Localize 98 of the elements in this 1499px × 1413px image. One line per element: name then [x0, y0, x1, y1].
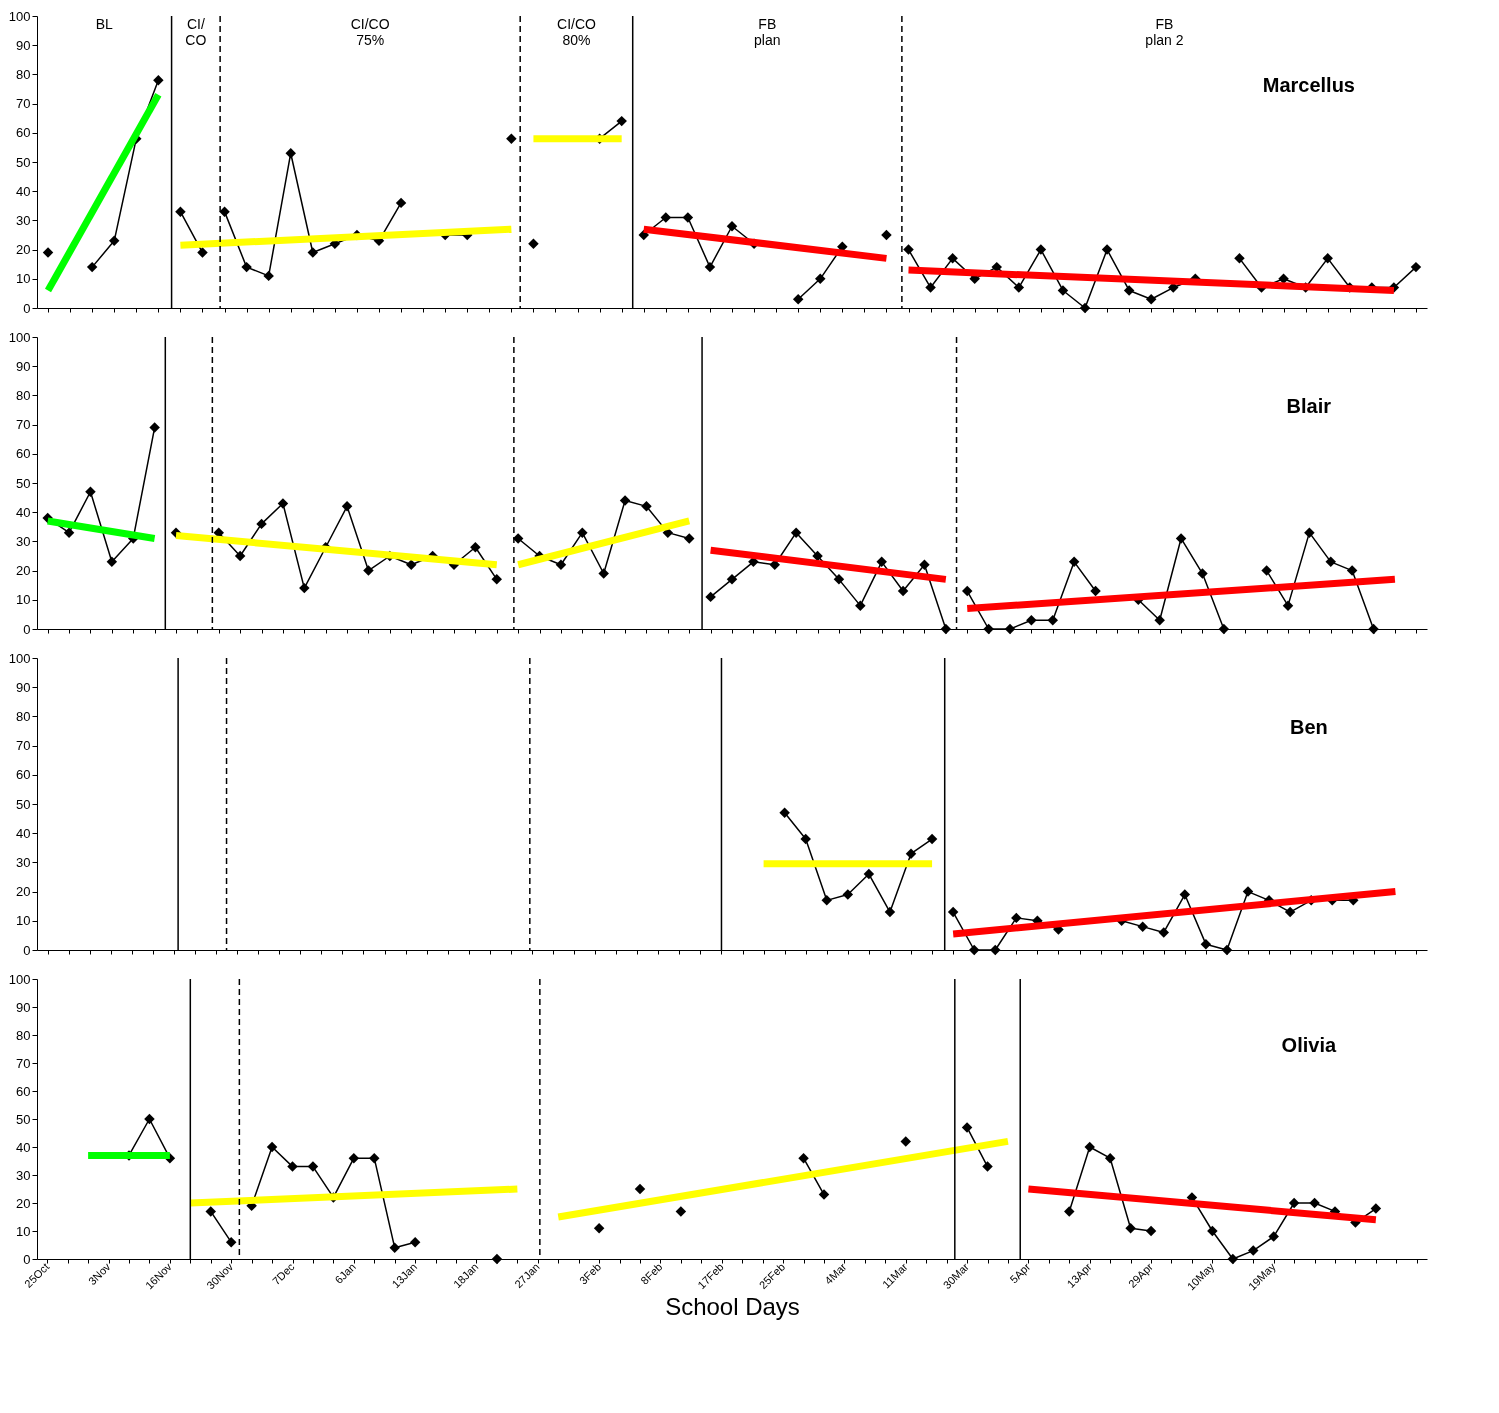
annotation: CI/ CO — [185, 16, 207, 48]
y-tick-label: 90 — [16, 679, 31, 695]
point — [1200, 938, 1212, 950]
point — [63, 527, 75, 538]
point — [1179, 889, 1191, 900]
y-tick-label: 30 — [16, 1167, 31, 1183]
y-tick-label: 90 — [16, 37, 31, 53]
y-tick-label: 60 — [16, 1083, 31, 1099]
text: Ben — [1289, 716, 1328, 739]
annotation: FB plan 2 — [1145, 16, 1184, 48]
y-tick-label: 20 — [16, 242, 31, 258]
point — [1288, 1197, 1300, 1209]
point — [884, 906, 896, 918]
y-tick-label: 20 — [16, 563, 31, 579]
point — [506, 133, 517, 144]
point — [528, 238, 539, 249]
point — [1284, 906, 1296, 918]
point — [144, 1113, 155, 1125]
y-tick-label: 100 — [8, 971, 31, 987]
y-tick-label: 70 — [16, 1055, 31, 1071]
point — [800, 833, 811, 845]
y-tick-label: 80 — [16, 387, 31, 403]
point — [863, 868, 875, 880]
y-tick-label: 50 — [16, 1111, 31, 1127]
point — [1261, 565, 1272, 576]
point — [106, 556, 118, 568]
point — [675, 1206, 687, 1217]
point — [42, 247, 54, 258]
point — [905, 848, 917, 859]
point — [1282, 600, 1294, 611]
y-tick-label: 80 — [16, 1027, 31, 1043]
y-tick-label: 0 — [23, 621, 31, 637]
point — [1346, 565, 1358, 576]
y-tick-label: 70 — [16, 417, 31, 433]
point — [634, 1183, 646, 1195]
y-tick-label: 70 — [16, 96, 31, 112]
annotation: FB plan — [754, 16, 781, 48]
point — [1242, 886, 1254, 897]
point — [821, 895, 833, 906]
y-tick-label: 60 — [16, 767, 31, 783]
y-tick-label: 10 — [16, 271, 31, 287]
y-tick-label: 80 — [16, 66, 31, 82]
point — [1368, 623, 1379, 635]
point — [1309, 1197, 1320, 1209]
point — [1370, 1203, 1382, 1214]
y-tick-label: 90 — [16, 358, 31, 374]
y-tick-label: 50 — [16, 796, 31, 812]
point — [842, 889, 854, 900]
annotation: CI/CO 80% — [557, 16, 597, 48]
point — [1221, 944, 1233, 956]
y-tick-label: 50 — [16, 154, 31, 170]
y-tick-label: 90 — [16, 999, 31, 1015]
point — [1207, 1225, 1218, 1237]
y-tick-label: 0 — [23, 300, 31, 316]
point — [881, 229, 892, 241]
annotation: CI/CO 75% — [350, 16, 390, 48]
point — [1227, 1253, 1239, 1265]
y-tick-label: 10 — [16, 913, 31, 929]
point — [1248, 1245, 1259, 1256]
point — [1158, 927, 1169, 938]
point — [85, 486, 96, 497]
x-tick-label: 6Jan — [332, 1260, 358, 1286]
y-tick-label: 60 — [16, 125, 31, 141]
y-tick-label: 30 — [16, 533, 31, 549]
y-tick-label: 80 — [16, 708, 31, 724]
y-tick-label: 20 — [16, 1195, 31, 1211]
y-tick-label: 50 — [16, 475, 31, 491]
y-tick-label: 100 — [8, 8, 31, 24]
y-tick-label: 30 — [16, 212, 31, 228]
point — [1268, 1231, 1279, 1242]
point — [149, 422, 160, 433]
point — [926, 833, 938, 845]
point — [1304, 527, 1315, 538]
y-tick-label: 30 — [16, 854, 31, 870]
annotation: BL — [95, 16, 114, 32]
y-tick-label: 40 — [16, 183, 31, 199]
y-tick-label: 10 — [16, 1223, 31, 1239]
y-tick-label: 40 — [16, 825, 31, 841]
y-tick-label: 100 — [8, 329, 31, 345]
y-tick-label: 40 — [16, 1139, 31, 1155]
y-tick-label: 20 — [16, 884, 31, 900]
point — [1137, 921, 1148, 932]
point — [593, 1222, 605, 1234]
point — [491, 1253, 503, 1265]
y-tick-label: 70 — [16, 738, 31, 754]
text: Marcellus — [1262, 74, 1355, 97]
y-tick-label: 40 — [16, 504, 31, 520]
text: Olivia — [1281, 1034, 1337, 1057]
y-tick-label: 10 — [16, 592, 31, 608]
y-tick-label: 100 — [8, 650, 31, 666]
text: Blair — [1286, 395, 1332, 418]
x-axis-title: School Days — [665, 1293, 800, 1321]
point — [1325, 556, 1337, 568]
y-tick-label: 60 — [16, 446, 31, 462]
y-tick-label: 0 — [23, 942, 31, 958]
point — [779, 807, 790, 818]
y-tick-label: 0 — [23, 1251, 31, 1267]
point — [900, 1136, 911, 1147]
